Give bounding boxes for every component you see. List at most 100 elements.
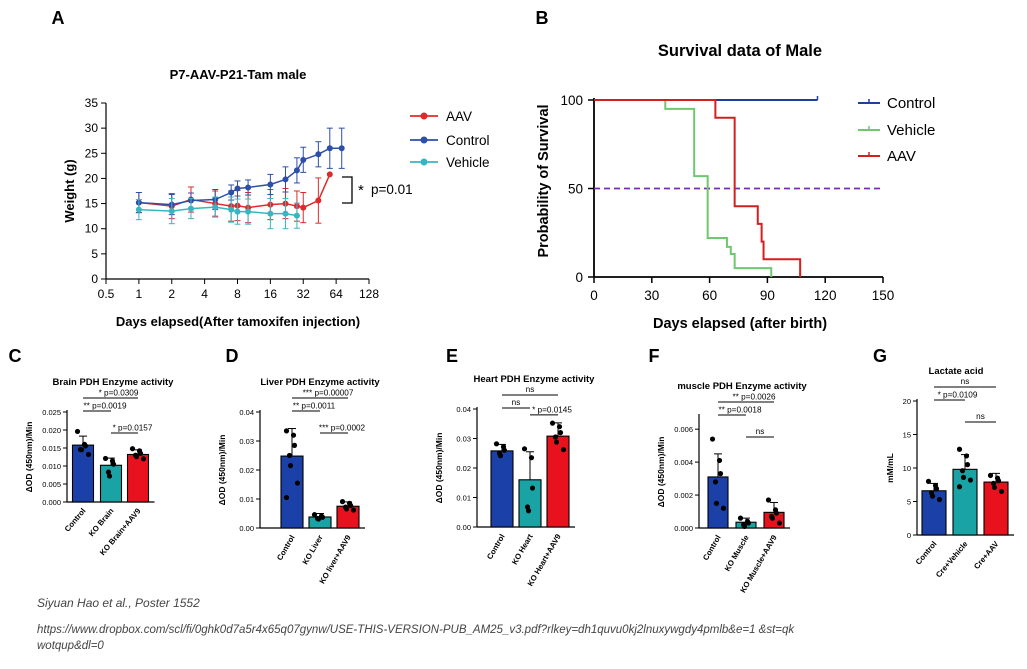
chart-g-y-tick-label: 20 (903, 397, 911, 406)
data-point (709, 436, 716, 442)
chart-e-y-tick-label: 0.01 (456, 494, 471, 503)
data-point-vehicle (245, 208, 252, 215)
chart-e-y-tick-label: 0.04 (456, 405, 471, 414)
data-point-control (228, 189, 235, 196)
bar-cre-aav (983, 481, 1009, 536)
data-point (286, 452, 293, 459)
survival-curve-aav (594, 99, 802, 277)
significance-label: * p=0.0145 (532, 405, 572, 414)
chart-b-x-tick-label: 0 (590, 288, 598, 303)
data-point (549, 420, 556, 426)
chart-b-x-tick-label: 90 (760, 288, 775, 303)
chart-a-x-label: Days elapsed(After tamoxifen injection) (116, 314, 360, 329)
chart-b-title: Survival data of Male (658, 42, 822, 60)
chart-b-x-tick-label: 120 (814, 288, 837, 303)
data-point (745, 520, 752, 526)
data-point (528, 455, 535, 461)
data-point (967, 477, 974, 483)
data-point-control (234, 185, 241, 192)
data-point (773, 510, 780, 516)
chart-a-y-tick-label: 15 (85, 197, 99, 211)
chart-e-y-tick-label: 0.02 (456, 464, 471, 473)
chart-f-y-tick-label: 0.006 (674, 425, 693, 434)
chart-a-y-tick-label: 35 (85, 96, 99, 110)
data-point (960, 474, 967, 480)
data-point-control (245, 184, 252, 191)
panel-label-g: G (873, 346, 887, 366)
data-point (741, 523, 748, 529)
data-point (315, 516, 322, 522)
chart-g-y-tick-label: 0 (907, 531, 911, 540)
data-point-vehicle (293, 212, 300, 219)
chart-a-x-tick-label: 0.5 (98, 287, 115, 301)
chart-a-x-tick-label: 8 (234, 287, 241, 301)
panel-label-e: E (446, 346, 458, 366)
chart-a-x-tick-label: 32 (297, 287, 311, 301)
chart-c-y-tick-label: 0.010 (42, 462, 61, 471)
data-point (102, 455, 109, 462)
panel-label-f: F (649, 346, 660, 366)
data-point-vehicle (212, 204, 219, 211)
data-point (925, 478, 932, 484)
bar-ko-brain-aav9 (126, 453, 150, 503)
chart-b-y-tick-label: 100 (560, 93, 583, 108)
legend-label-vehicle: Vehicle (446, 155, 490, 170)
chart-f-y-tick-label: 0.002 (674, 491, 693, 500)
data-point (553, 439, 560, 445)
data-point-aav (315, 197, 322, 204)
chart-a-y-tick-label: 5 (91, 247, 98, 261)
data-point-aav (326, 171, 333, 178)
data-point (291, 442, 298, 448)
chart-g-y-tick-label: 5 (907, 498, 911, 507)
legend-label-aav: AAV (887, 148, 916, 165)
chart-c-y-tick-label: 0.020 (42, 426, 61, 435)
bar-control (490, 450, 514, 528)
data-point (776, 520, 783, 526)
data-point-control (293, 167, 300, 174)
data-point (720, 505, 727, 511)
chart-d-y-tick-label: 0.02 (239, 466, 254, 475)
data-point (521, 446, 528, 452)
data-point-control (326, 145, 333, 152)
data-point (990, 480, 997, 487)
chart-d-category-label: KO Liver (301, 534, 325, 567)
chart-d-category-label: Control (275, 534, 297, 563)
source-url-text[interactable]: https://www.dropbox.com/scl/fi/0ghk0d7a5… (37, 624, 795, 652)
chart-c-y-label: ΔOD (450nm)/Min (24, 422, 34, 493)
data-point (560, 447, 567, 453)
data-point (290, 432, 297, 438)
chart-b-y-tick-label: 0 (575, 270, 583, 285)
chart-c-y-tick-label: 0.025 (42, 408, 61, 417)
chart-b-y-label: Probability of Survival (536, 104, 552, 257)
data-point (956, 446, 963, 452)
significance-label: * p=0.0309 (99, 389, 139, 398)
chart-d-y-tick-label: 0.00 (239, 524, 254, 533)
chart-d-y-tick-label: 0.01 (239, 495, 254, 504)
data-point (737, 515, 744, 521)
data-point (85, 451, 92, 458)
chart-f-category-label: KO Muscle (723, 533, 751, 573)
data-point-vehicle (234, 208, 241, 215)
legend-label-control: Control (887, 95, 935, 112)
significance-label: *** p=0.00007 (303, 389, 354, 398)
data-point (769, 515, 776, 521)
data-point (311, 512, 318, 518)
data-point (319, 514, 326, 520)
significance-label: ** p=0.0011 (293, 402, 336, 411)
data-point (987, 472, 994, 478)
legend-label-aav: AAV (446, 109, 472, 124)
data-point-control (267, 181, 274, 188)
data-point (110, 461, 117, 467)
chart-a-y-tick-label: 10 (85, 222, 99, 236)
significance-label: ** p=0.0019 (83, 402, 126, 411)
chart-b-y-tick-label: 50 (568, 182, 583, 197)
chart-g-y-tick-label: 10 (903, 464, 911, 473)
data-point-aav (300, 204, 307, 211)
chart-a-x-tick-label: 2 (168, 287, 175, 301)
data-point (105, 469, 112, 475)
data-point (493, 441, 500, 447)
chart-e-title: Heart PDH Enzyme activity (474, 374, 596, 385)
data-point (557, 430, 564, 436)
chart-f-y-tick-label: 0.004 (674, 458, 693, 467)
legend-marker-aav (420, 112, 428, 120)
